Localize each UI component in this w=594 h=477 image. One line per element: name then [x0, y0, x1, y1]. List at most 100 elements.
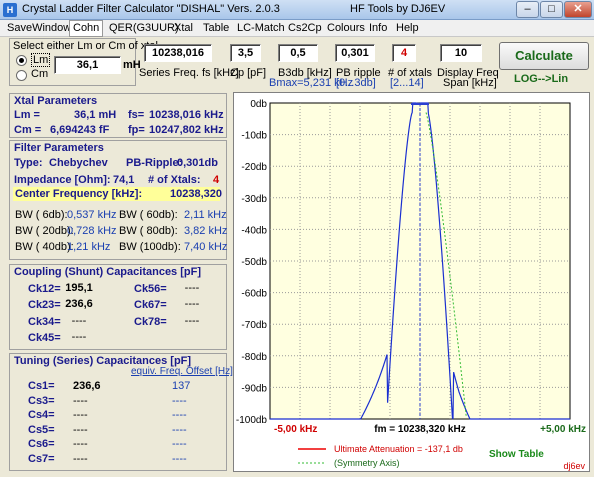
lm-unit: mH: [123, 59, 141, 71]
tuning-label: Cs1=: [28, 380, 55, 392]
watermark: dj6ev: [563, 461, 585, 471]
menu-table[interactable]: Table: [203, 22, 230, 34]
menu-info[interactable]: Info: [369, 22, 388, 34]
ck67-value: ----: [184, 298, 200, 310]
symmetry-curve: [425, 112, 467, 417]
y-tick-label: -30db: [241, 194, 267, 205]
bw60-label: BW ( 60db):: [119, 209, 178, 221]
tuning-value: ----: [73, 423, 88, 436]
menu-help[interactable]: Help: [396, 22, 419, 34]
log-lin-toggle[interactable]: LOG-->Lin: [514, 73, 569, 85]
y-tick-label: -50db: [241, 257, 267, 268]
xtal-fs-label: fs=: [128, 109, 145, 121]
tuning-value: 236,6: [73, 380, 101, 392]
pb-ripple-range: [0...3db]: [336, 77, 376, 89]
filter-params-title: Filter Parameters: [14, 142, 104, 154]
series-freq-input[interactable]: 10238,016: [144, 44, 212, 62]
bw80-value: 3,82 kHz: [184, 225, 228, 237]
xtals-input[interactable]: 4: [392, 44, 416, 62]
window-title: Crystal Ladder Filter Calculator "DISHAL…: [22, 3, 280, 15]
tuning-value: ----: [73, 409, 88, 421]
menu-lc-match[interactable]: LC-Match: [237, 22, 285, 34]
bw100-label: BW (100db):: [119, 241, 181, 253]
xtal-params-panel: Xtal Parameters Lm = 36,1 mH fs= 10238,0…: [9, 93, 227, 138]
span-unit: Span [kHz]: [443, 77, 497, 89]
xtal-fp-value: 10247,802 kHz: [149, 124, 224, 136]
window-author: HF Tools by DJ6EV: [350, 3, 446, 15]
center-freq-label: Center Frequency [kHz]:: [15, 188, 143, 200]
xtal-cm-label: Cm =: [14, 124, 42, 136]
lm-radio-label[interactable]: Lm: [31, 53, 51, 67]
b3db-label: B3db [kHz]: [278, 67, 332, 79]
pb-ripple-input[interactable]: 0,301: [335, 44, 375, 62]
tuning-offset: ----: [172, 438, 187, 450]
filter-nx-label: # of Xtals:: [148, 174, 201, 186]
cp-input[interactable]: 3,5: [230, 44, 261, 62]
y-tick-label: -80db: [241, 352, 267, 363]
y-tick-label: -100db: [236, 415, 268, 426]
legend-ultimate-label: Ultimate Attenuation = -137,1 db: [334, 444, 463, 454]
minimize-button[interactable]: –: [516, 1, 539, 18]
tuning-label: Cs5=: [28, 423, 55, 436]
tuning-value: ----: [73, 452, 88, 465]
xtal-lm-value: 36,1 mH: [74, 109, 117, 121]
menu-colours[interactable]: Colours: [327, 22, 365, 34]
b3db-input[interactable]: 0,5: [278, 44, 318, 62]
span-input[interactable]: 10: [440, 44, 482, 62]
x-center-label: fm = 10238,320 kHz: [374, 424, 465, 435]
filter-type-label: Type:: [14, 157, 43, 169]
series-freq-label: Series Freq. fs [kHz]: [139, 67, 239, 79]
xtal-fs-value: 10238,016 kHz: [149, 109, 224, 121]
ck78-value: ----: [184, 315, 200, 327]
menu-qer[interactable]: QER(G3UUR): [109, 22, 179, 34]
bw80-label: BW ( 80db):: [119, 225, 178, 237]
menu-cs2cp[interactable]: Cs2Cp: [288, 22, 322, 34]
filter-ripple-label: PB-Ripple:: [126, 157, 183, 169]
maximize-button[interactable]: □: [540, 1, 563, 18]
close-button[interactable]: ✕: [564, 1, 592, 18]
bw6-label: BW ( 6db):: [15, 209, 68, 221]
tuning-offset: 137: [172, 380, 191, 392]
y-tick-label: -60db: [241, 289, 267, 300]
bw40-value: 1,21 kHz: [67, 241, 111, 253]
tuning-value: ----: [73, 438, 88, 450]
bw40-label: BW ( 40db):: [15, 241, 74, 253]
tuning-offset: ----: [172, 394, 187, 407]
tuning-label: Cs7=: [28, 452, 55, 465]
response-plot: 0db -10db -20db -30db -40db -50db -60db -70db -8…: [236, 99, 586, 471]
ck67-label: Ck67=: [134, 299, 167, 311]
ck45-value: ----: [71, 331, 87, 343]
menu-cohn[interactable]: Cohn: [69, 20, 104, 37]
bw100-value: 7,40 kHz: [184, 241, 228, 253]
tuning-label: Cs4=: [28, 409, 55, 421]
ck34-value: ----: [71, 315, 87, 327]
cm-radio-label[interactable]: Cm: [31, 68, 49, 80]
xtal-cm-value: 6,694243 fF: [50, 124, 110, 136]
menu-savewindow[interactable]: SaveWindow: [7, 22, 72, 34]
filter-imp-label: Impedance [Ohm]:: [14, 174, 111, 186]
xtal-fp-label: fp=: [128, 124, 145, 136]
cm-radio[interactable]: [16, 70, 27, 81]
ck23-value: 236,6: [65, 298, 93, 310]
tuning-offset: ----: [172, 452, 187, 465]
lm-radio[interactable]: [16, 55, 27, 66]
tuning-value: ----: [73, 394, 88, 407]
passband-cap: [411, 103, 429, 105]
x-right-label: +5,00 kHz: [540, 424, 586, 435]
calculate-button[interactable]: Calculate: [499, 42, 589, 70]
select-hint: Select either Lm or Cm of xtal: [13, 40, 158, 52]
tuning-label: Cs6=: [28, 438, 55, 450]
title-bar: H Crystal Ladder Filter Calculator "DISH…: [0, 0, 594, 20]
xtal-params-title: Xtal Parameters: [14, 95, 98, 107]
lm-input[interactable]: 36,1: [54, 56, 121, 74]
response-chart: 0db -10db -20db -30db -40db -50db -60db -70db -8…: [233, 92, 590, 472]
ck12-label: Ck12=: [28, 283, 61, 295]
bw20-label: BW ( 20db):: [15, 225, 74, 237]
y-tick-label: -40db: [241, 225, 267, 236]
filter-type-value: Chebychev: [49, 157, 108, 169]
show-table-button[interactable]: Show Table: [489, 449, 544, 460]
menu-xtal[interactable]: Xtal: [174, 22, 193, 34]
xtals-range: [2...14]: [390, 77, 424, 89]
ck23-label: Ck23=: [28, 299, 61, 311]
xtal-lm-label: Lm =: [14, 109, 40, 121]
